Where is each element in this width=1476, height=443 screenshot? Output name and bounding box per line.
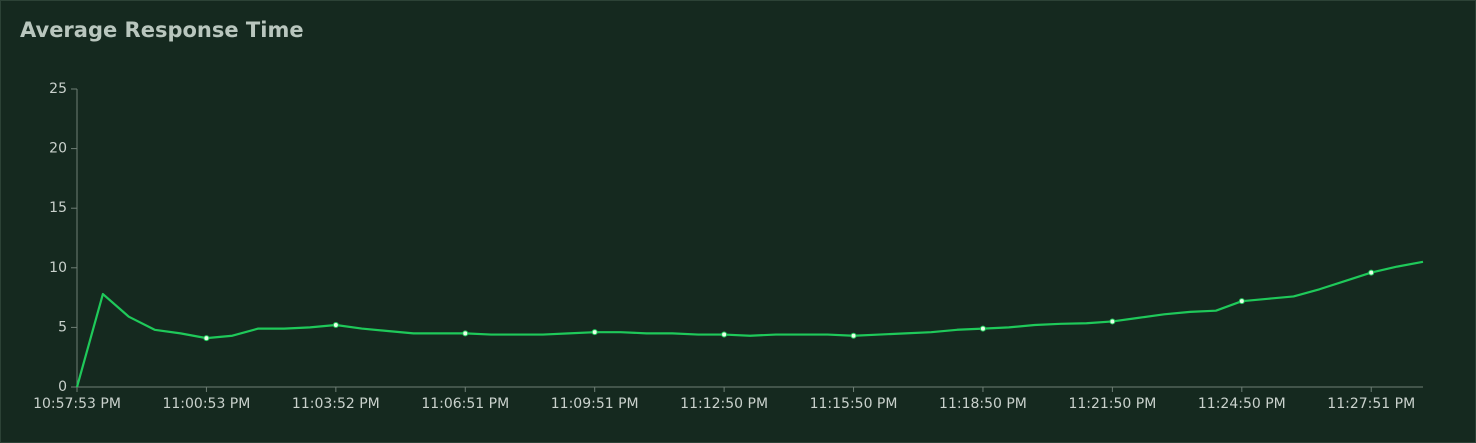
point bbox=[850, 332, 857, 339]
series-line bbox=[75, 260, 1424, 388]
point bbox=[1368, 269, 1375, 276]
point bbox=[591, 329, 598, 336]
x-tick-label: 11:21:50 PM bbox=[1068, 396, 1156, 412]
x-tick-label: 11:00:53 PM bbox=[162, 396, 250, 412]
x-tick-label: 11:18:50 PM bbox=[939, 396, 1027, 412]
x-tick-label: 11:15:50 PM bbox=[810, 396, 898, 412]
point bbox=[462, 330, 469, 337]
x-tick-label: 10:57:53 PM bbox=[33, 396, 121, 412]
y-tick-label: 25 bbox=[49, 81, 67, 97]
y-tick-label: 10 bbox=[49, 260, 67, 276]
point bbox=[979, 325, 986, 332]
y-tick-label: 20 bbox=[49, 141, 67, 157]
x-tick-label: 11:06:51 PM bbox=[421, 396, 509, 412]
point bbox=[721, 331, 728, 338]
point bbox=[332, 322, 339, 329]
x-tick-label: 11:24:50 PM bbox=[1198, 396, 1286, 412]
x-tick-label: 11:09:51 PM bbox=[551, 396, 639, 412]
x-tick-label: 11:12:50 PM bbox=[680, 396, 768, 412]
y-tick-label: 5 bbox=[58, 319, 67, 335]
chart-title: Average Response Time bbox=[20, 18, 304, 42]
point bbox=[1238, 298, 1245, 305]
y-tick-label: 15 bbox=[49, 200, 67, 216]
y-tick-label: 0 bbox=[58, 379, 67, 395]
x-tick-label: 11:27:51 PM bbox=[1327, 396, 1415, 412]
x-tick-label: 11:03:52 PM bbox=[292, 396, 380, 412]
point bbox=[1109, 318, 1116, 325]
point bbox=[203, 335, 210, 342]
